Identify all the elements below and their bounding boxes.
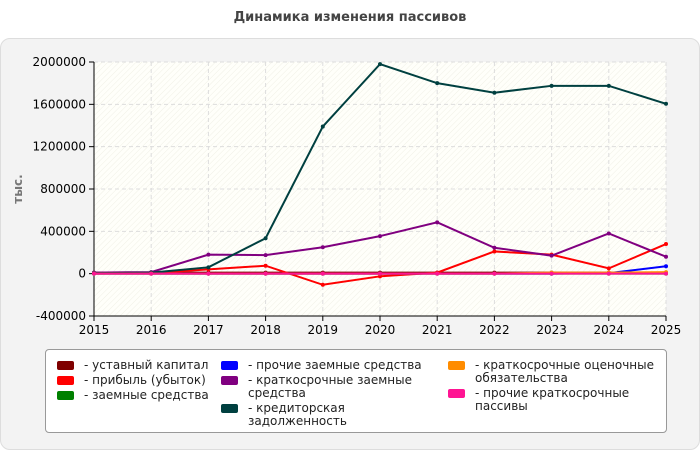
legend-label: - уставный капитал xyxy=(84,358,209,372)
y-tick-label: 400000 xyxy=(40,224,86,238)
data-point xyxy=(149,271,154,276)
y-tick-label: 800000 xyxy=(40,182,86,196)
chart-title: Динамика изменения пассивов xyxy=(233,10,467,25)
x-tick-label: 2023 xyxy=(536,323,567,337)
legend-label: - прочие заемные средства xyxy=(248,358,422,372)
data-point xyxy=(549,253,554,258)
data-point xyxy=(606,231,611,236)
y-tick-label: 0 xyxy=(78,267,86,281)
data-point xyxy=(263,263,268,268)
legend-swatch xyxy=(57,361,74,370)
data-point xyxy=(606,83,611,88)
data-point xyxy=(664,271,668,276)
x-tick-label: 2020 xyxy=(365,323,396,337)
legend-swatch xyxy=(57,391,74,400)
legend-swatch xyxy=(221,361,238,370)
legend-label: средства xyxy=(248,386,306,400)
data-point xyxy=(263,236,268,241)
legend-column: - уставный капитал - прибыль (убыток) - за… xyxy=(57,359,227,404)
data-point xyxy=(92,271,96,276)
x-tick-label: 2017 xyxy=(193,323,224,337)
legend-label: - кредиторская задолженность xyxy=(248,401,347,428)
legend-item: - уставный капитал xyxy=(57,359,227,372)
data-point xyxy=(378,234,382,239)
x-tick-label: 2021 xyxy=(422,323,453,337)
legend-label: обязательства xyxy=(475,371,568,385)
data-point xyxy=(435,271,440,276)
legend-swatch xyxy=(221,404,238,413)
legend-label: - краткосрочные заемные xyxy=(248,373,412,387)
legend-column: - краткосрочные оценочные обязательства - … xyxy=(448,359,663,415)
legend-item: - прочие заемные средства xyxy=(221,359,446,372)
data-point xyxy=(320,271,325,276)
legend-label: пассивы xyxy=(475,399,528,413)
legend-item: - краткосрочные заемные средства xyxy=(221,374,446,400)
data-point xyxy=(492,245,497,250)
x-tick-label: 2019 xyxy=(308,323,339,337)
data-point xyxy=(206,265,211,270)
y-tick-label: 1200000 xyxy=(33,140,86,154)
legend-swatch xyxy=(57,376,74,385)
legend-item: - заемные средства xyxy=(57,389,227,402)
y-tick-label: 1600000 xyxy=(33,97,86,111)
data-point xyxy=(435,220,440,225)
x-tick-label: 2018 xyxy=(250,323,281,337)
data-point xyxy=(263,253,268,258)
data-point xyxy=(492,249,497,254)
legend-item: - прибыль (убыток) xyxy=(57,374,227,387)
data-point xyxy=(435,81,440,86)
legend-label: - прибыль (убыток) xyxy=(84,373,206,387)
data-point xyxy=(206,252,211,257)
data-point xyxy=(492,90,497,95)
x-tick-label: 2022 xyxy=(479,323,510,337)
data-point xyxy=(549,271,554,276)
legend-swatch xyxy=(448,389,465,398)
y-axis-label: тыс. xyxy=(11,174,25,203)
data-point xyxy=(320,245,325,250)
data-point xyxy=(263,271,268,276)
data-point xyxy=(320,282,325,287)
legend-item: - краткосрочные оценочные обязательства xyxy=(448,359,663,385)
legend-label: - прочие краткосрочные xyxy=(475,386,630,400)
data-point xyxy=(664,101,668,106)
data-point xyxy=(378,62,382,67)
y-tick-label: 2000000 xyxy=(33,55,86,69)
legend-swatch xyxy=(221,376,238,385)
x-tick-label: 2024 xyxy=(594,323,625,337)
legend: - уставный капитал - прибыль (убыток) - за… xyxy=(45,349,667,433)
legend-swatch xyxy=(448,361,465,370)
data-point xyxy=(206,271,211,276)
legend-label: - заемные средства xyxy=(84,388,209,402)
data-point xyxy=(549,83,554,88)
data-point xyxy=(492,271,497,276)
x-tick-label: 2025 xyxy=(651,323,682,337)
legend-item: - прочие краткосрочные пассивы xyxy=(448,387,663,413)
legend-label: - краткосрочные оценочные xyxy=(475,358,654,372)
legend-item: - кредиторская задолженность xyxy=(221,402,446,428)
legend-column: - прочие заемные средства - краткосрочные… xyxy=(221,359,446,430)
data-point xyxy=(664,242,668,247)
data-point xyxy=(606,266,611,271)
x-tick-label: 2015 xyxy=(79,323,110,337)
x-tick-label: 2016 xyxy=(136,323,167,337)
data-point xyxy=(378,271,382,276)
data-point xyxy=(320,124,325,129)
data-point xyxy=(664,254,668,259)
data-point xyxy=(606,271,611,276)
data-point xyxy=(664,264,668,269)
y-tick-label: -400000 xyxy=(36,309,86,323)
